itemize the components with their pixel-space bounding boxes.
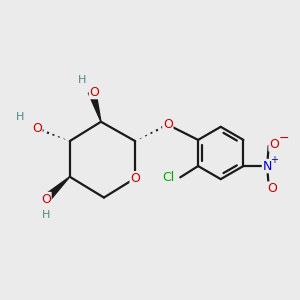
Text: O: O (130, 172, 140, 185)
Text: Cl: Cl (163, 171, 175, 184)
Text: O: O (267, 182, 277, 195)
Text: O: O (269, 138, 279, 151)
Text: O: O (89, 85, 99, 98)
Polygon shape (45, 177, 70, 200)
Text: H: H (42, 210, 50, 220)
Text: O: O (41, 193, 51, 206)
Text: −: − (279, 132, 290, 145)
Text: H: H (78, 75, 87, 85)
Text: +: + (270, 154, 278, 164)
Text: O: O (163, 118, 173, 131)
Text: O: O (32, 122, 42, 135)
Polygon shape (88, 91, 101, 122)
Text: N: N (262, 160, 272, 172)
Text: H: H (16, 112, 24, 122)
